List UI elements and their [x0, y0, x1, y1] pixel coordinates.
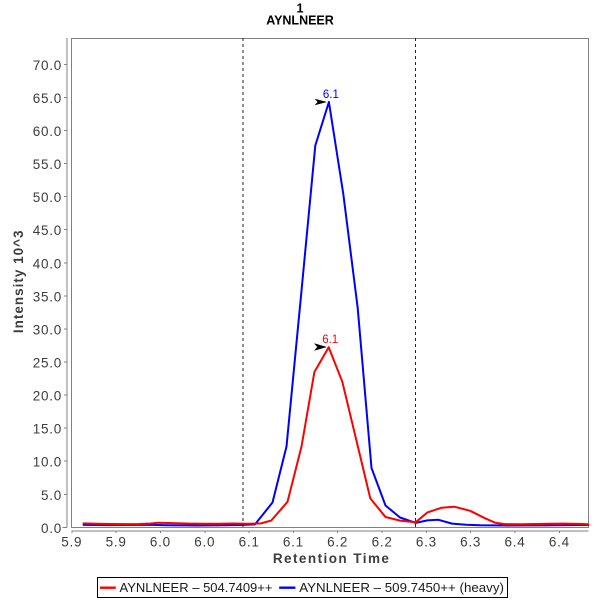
svg-text:6.3: 6.3	[416, 535, 437, 550]
svg-text:6.1: 6.1	[323, 89, 339, 101]
svg-text:55.0: 55.0	[33, 157, 62, 172]
svg-text:45.0: 45.0	[33, 223, 62, 238]
svg-text:50.0: 50.0	[33, 190, 62, 205]
svg-text:6.1: 6.1	[239, 535, 260, 550]
svg-text:6.2: 6.2	[372, 535, 393, 550]
svg-text:10.0: 10.0	[33, 455, 62, 470]
svg-text:6.3: 6.3	[460, 535, 481, 550]
svg-text:40.0: 40.0	[33, 256, 62, 271]
svg-text:70.0: 70.0	[33, 58, 62, 73]
svg-text:6.1: 6.1	[322, 334, 338, 346]
svg-text:25.0: 25.0	[33, 356, 62, 371]
svg-text:5.9: 5.9	[106, 535, 127, 550]
svg-text:1: 1	[297, 2, 304, 16]
svg-text:15.0: 15.0	[33, 422, 62, 437]
svg-text:AYNLNEER – 504.7409++: AYNLNEER – 504.7409++	[120, 580, 273, 595]
svg-text:6.4: 6.4	[504, 535, 525, 550]
svg-text:35.0: 35.0	[33, 289, 62, 304]
svg-text:0.0: 0.0	[41, 521, 62, 536]
svg-text:60.0: 60.0	[33, 124, 62, 139]
svg-text:Retention Time: Retention Time	[273, 551, 391, 566]
svg-text:5.9: 5.9	[61, 535, 82, 550]
svg-text:6.2: 6.2	[327, 535, 348, 550]
svg-text:6.1: 6.1	[283, 535, 304, 550]
svg-text:20.0: 20.0	[33, 389, 62, 404]
svg-text:30.0: 30.0	[33, 322, 62, 337]
svg-text:6.0: 6.0	[194, 535, 215, 550]
svg-text:5.0: 5.0	[41, 488, 62, 503]
svg-text:AYNLNEER: AYNLNEER	[266, 14, 334, 28]
svg-text:65.0: 65.0	[33, 91, 62, 106]
svg-text:6.0: 6.0	[150, 535, 171, 550]
svg-text:Intensity 10^3: Intensity 10^3	[11, 229, 26, 333]
svg-text:6.4: 6.4	[549, 535, 570, 550]
svg-text:AYNLNEER – 509.7450++ (heavy): AYNLNEER – 509.7450++ (heavy)	[299, 580, 504, 595]
